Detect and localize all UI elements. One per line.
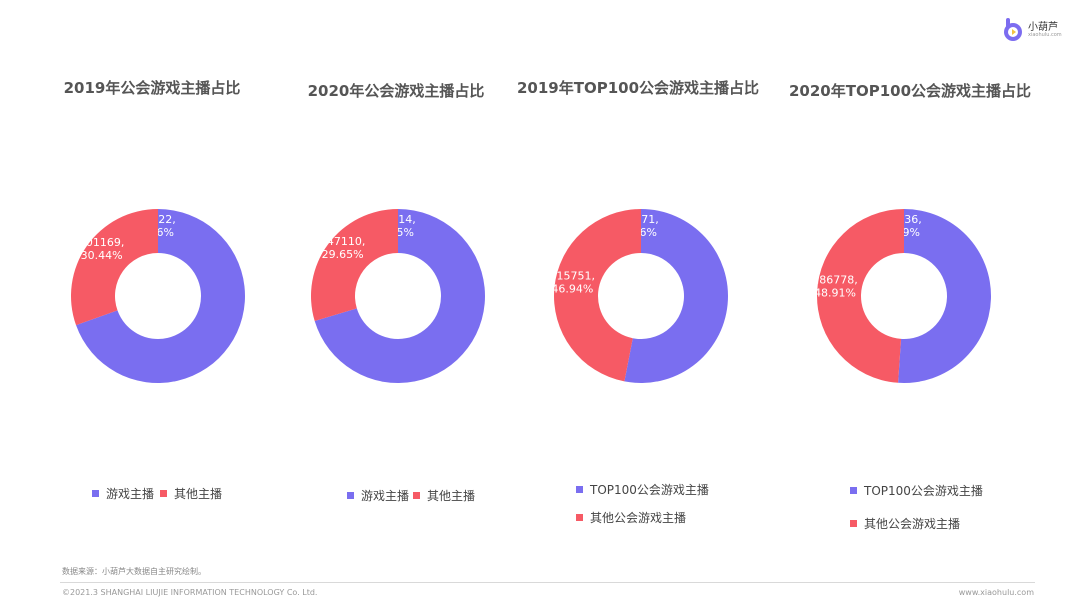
donut-slice-secondary [311, 209, 398, 322]
donut-slice-secondary [816, 209, 904, 383]
donut-chart-1: 459622,69.56%201169,30.44% [58, 196, 258, 396]
donut-slice-secondary [554, 209, 641, 382]
legend-label: TOP100公会游戏主播 [590, 483, 709, 497]
slice-percent-label: 48.91% [814, 287, 856, 300]
legend-item-3b: 其他公会游戏主播 [576, 509, 686, 526]
slice-percent-label: 30.44% [81, 249, 123, 262]
legend-item-2b: 其他主播 [413, 487, 475, 504]
slice-value-label: 247110, [320, 235, 366, 248]
brand-logo: 小葫芦 xiaohulu.com [1000, 14, 1070, 48]
copyright-text: ©2021.3 SHANGHAI LIUJIE INFORMATION TECH… [62, 588, 318, 597]
legend-item-1b: 其他主播 [160, 485, 222, 502]
legend-item-4b: 其他公会游戏主播 [850, 515, 960, 532]
legend-swatch [576, 514, 583, 521]
legend-swatch [347, 492, 354, 499]
legend-label: 游戏主播 [361, 489, 410, 503]
data-source-note: 数据来源：小葫芦大数据自主研究绘制。 [62, 567, 206, 576]
legend-swatch [413, 492, 420, 499]
slice-value-label: 286778, [812, 274, 858, 287]
legend-item-3a: TOP100公会游戏主播 [576, 481, 709, 498]
legend-swatch [850, 487, 857, 494]
legend-label: 游戏主播 [106, 487, 155, 501]
donut-slice-primary [314, 209, 485, 383]
footer-divider [60, 582, 1035, 583]
slice-percent-label: 29.65% [322, 248, 364, 261]
donut-slice-secondary [71, 209, 158, 326]
legend-swatch [576, 486, 583, 493]
donut-slice-primary [898, 209, 991, 383]
donut-slice-primary [624, 209, 728, 383]
legend-item-1a: 游戏主播 [92, 485, 154, 502]
slice-value-label: 215751, [550, 269, 596, 282]
slice-percent-label: 46.94% [551, 282, 593, 295]
donut-slice-primary [76, 209, 245, 383]
chart-title-3: 2019年TOP100公会游戏主播占比 [516, 79, 760, 97]
brand-name: 小葫芦 [1028, 22, 1058, 33]
donut-chart-2: 586314,70.35%247110,29.65% [298, 196, 498, 396]
legend-item-2a: 游戏主播 [347, 487, 409, 504]
brand-sub: xiaohulu.com [1028, 32, 1062, 38]
legend-label: 其他公会游戏主播 [864, 517, 961, 531]
legend-item-4a: TOP100公会游戏主播 [850, 482, 983, 499]
website-link[interactable]: www.xiaohulu.com [958, 588, 1034, 597]
gourd-logo-icon [1004, 18, 1022, 41]
legend-label: 其他主播 [174, 487, 223, 501]
chart-title-1: 2019年公会游戏主播占比 [63, 79, 241, 97]
legend-label: 其他主播 [427, 489, 476, 503]
legend-label: TOP100公会游戏主播 [864, 484, 983, 498]
legend-label: 其他公会游戏主播 [590, 511, 687, 525]
legend-swatch [92, 490, 99, 497]
legend-swatch [850, 520, 857, 527]
donut-chart-3: 243871,53.06%215751,46.94% [541, 196, 741, 396]
legend-swatch [160, 490, 167, 497]
chart-title-2: 2020年公会游戏主播占比 [307, 82, 485, 100]
chart-title-4: 2020年TOP100公会游戏主播占比 [788, 82, 1032, 100]
slice-value-label: 201169, [79, 236, 125, 249]
donut-chart-4: 299536,51.09%286778,48.91% [804, 196, 1004, 396]
